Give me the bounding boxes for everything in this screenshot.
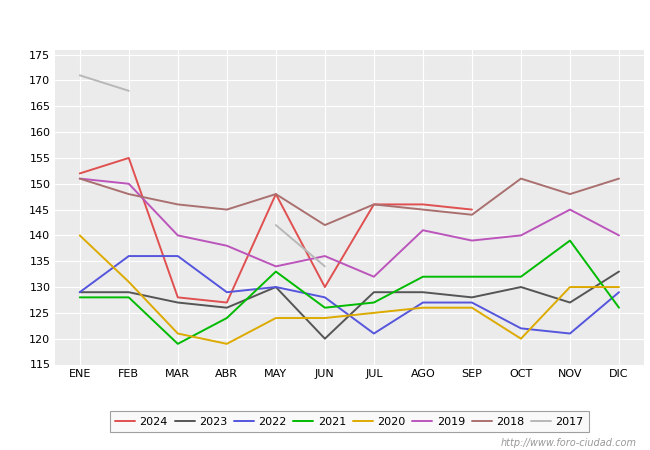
2023	[370, 289, 378, 295]
2020	[468, 305, 476, 310]
2022	[321, 295, 329, 300]
Legend: 2024, 2023, 2022, 2021, 2020, 2019, 2018, 2017: 2024, 2023, 2022, 2021, 2020, 2019, 2018…	[110, 411, 589, 432]
2024	[223, 300, 231, 305]
2022	[223, 289, 231, 295]
2020	[321, 315, 329, 321]
2017	[125, 88, 133, 94]
2024	[419, 202, 427, 207]
2024	[76, 171, 84, 176]
2018	[76, 176, 84, 181]
2021	[419, 274, 427, 279]
2024	[370, 202, 378, 207]
2022	[125, 253, 133, 259]
2019	[223, 243, 231, 248]
2018	[517, 176, 525, 181]
2020	[370, 310, 378, 315]
2020	[615, 284, 623, 290]
2020	[419, 305, 427, 310]
2020	[517, 336, 525, 342]
2021	[125, 295, 133, 300]
2018	[272, 191, 280, 197]
2021	[517, 274, 525, 279]
Line: 2022: 2022	[80, 256, 619, 333]
2019	[566, 207, 574, 212]
Line: 2019: 2019	[80, 179, 619, 277]
Text: http://www.foro-ciudad.com: http://www.foro-ciudad.com	[501, 438, 637, 448]
2023	[174, 300, 182, 305]
2022	[615, 289, 623, 295]
Line: 2021: 2021	[80, 241, 619, 344]
2018	[321, 222, 329, 228]
2022	[174, 253, 182, 259]
2018	[174, 202, 182, 207]
2021	[76, 295, 84, 300]
2022	[566, 331, 574, 336]
2023	[419, 289, 427, 295]
2020	[223, 341, 231, 346]
2019	[419, 228, 427, 233]
2020	[272, 315, 280, 321]
2024	[272, 191, 280, 197]
2018	[468, 212, 476, 217]
2023	[321, 336, 329, 342]
2021	[615, 305, 623, 310]
2018	[370, 202, 378, 207]
2021	[370, 300, 378, 305]
2020	[125, 279, 133, 284]
2019	[174, 233, 182, 238]
Text: Afiliados en San Martín de Pusa a 31/5/2024: Afiliados en San Martín de Pusa a 31/5/2…	[125, 13, 525, 28]
2019	[468, 238, 476, 243]
2022	[517, 326, 525, 331]
Line: 2023: 2023	[80, 271, 619, 339]
Line: 2024: 2024	[80, 158, 472, 302]
2019	[76, 176, 84, 181]
2022	[272, 284, 280, 290]
2023	[517, 284, 525, 290]
Line: 2017: 2017	[80, 75, 129, 91]
2022	[370, 331, 378, 336]
2019	[125, 181, 133, 186]
2023	[272, 284, 280, 290]
2023	[125, 289, 133, 295]
2022	[76, 289, 84, 295]
2018	[615, 176, 623, 181]
2023	[468, 295, 476, 300]
Line: 2020: 2020	[80, 235, 619, 344]
2020	[566, 284, 574, 290]
2019	[272, 264, 280, 269]
2021	[272, 269, 280, 274]
2020	[174, 331, 182, 336]
2019	[321, 253, 329, 259]
2019	[370, 274, 378, 279]
2023	[223, 305, 231, 310]
2023	[615, 269, 623, 274]
2024	[174, 295, 182, 300]
2024	[468, 207, 476, 212]
2018	[566, 191, 574, 197]
Line: 2018: 2018	[80, 179, 619, 225]
2019	[517, 233, 525, 238]
2021	[321, 305, 329, 310]
2024	[125, 155, 133, 161]
2018	[419, 207, 427, 212]
2018	[125, 191, 133, 197]
2021	[566, 238, 574, 243]
2021	[174, 341, 182, 346]
2020	[76, 233, 84, 238]
2023	[76, 289, 84, 295]
2021	[223, 315, 231, 321]
2022	[419, 300, 427, 305]
2019	[615, 233, 623, 238]
2017	[76, 72, 84, 78]
2023	[566, 300, 574, 305]
2021	[468, 274, 476, 279]
2022	[468, 300, 476, 305]
2024	[321, 284, 329, 290]
2018	[223, 207, 231, 212]
